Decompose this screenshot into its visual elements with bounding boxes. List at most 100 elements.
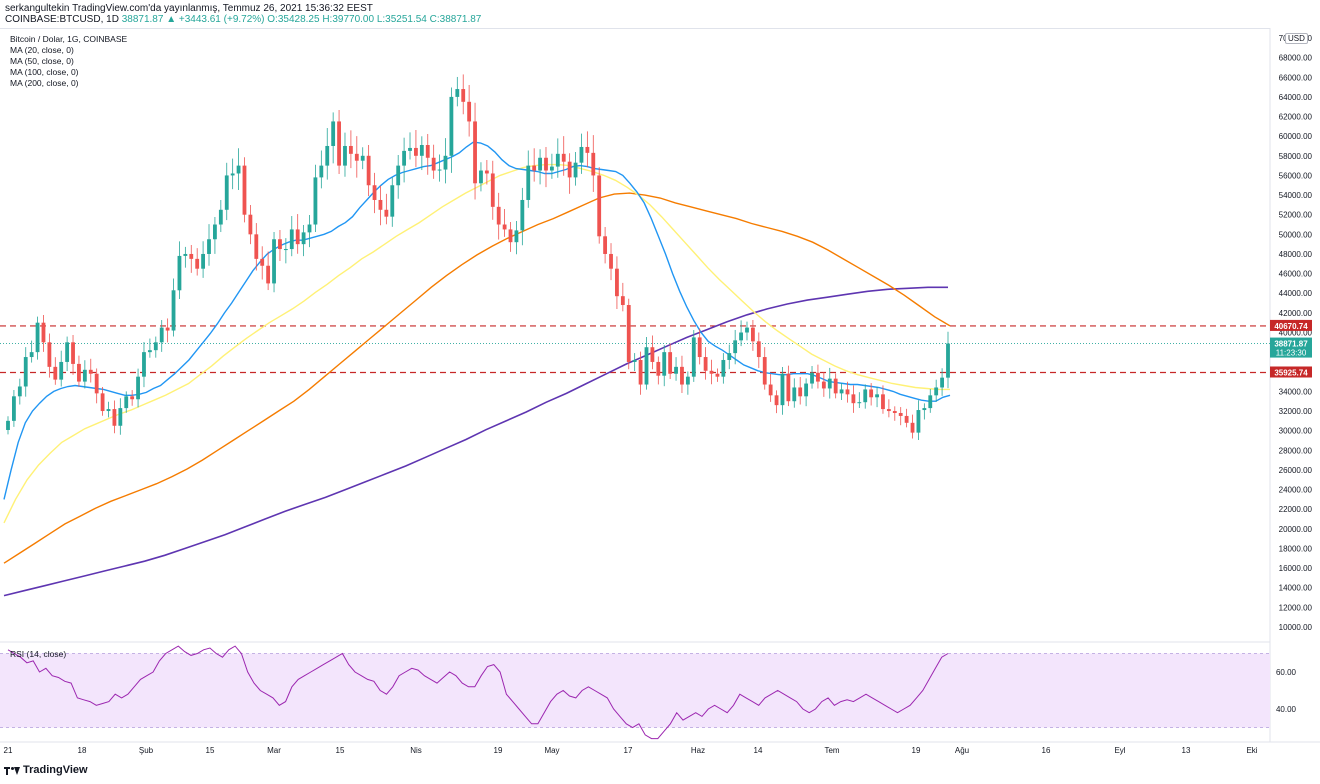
candle-body (798, 387, 803, 397)
x-tick-label: May (544, 746, 559, 755)
candle-body (697, 337, 702, 358)
candle-body (573, 162, 578, 178)
y-tick-label: 50000.00 (1279, 230, 1313, 239)
candle-body (638, 359, 643, 385)
candle-body (331, 121, 336, 146)
candle-body (715, 373, 720, 377)
legend-ma50: MA (50, close, 0) (10, 56, 74, 66)
ma50-line (3, 163, 950, 524)
y-tick-label: 54000.00 (1279, 191, 1313, 200)
price-change: ▲ +3443.61 (+9.72%) (166, 14, 265, 25)
candle-body (579, 146, 584, 163)
candle-body (496, 206, 501, 225)
candle-body (295, 229, 300, 245)
y-tick-label: 16000.00 (1279, 564, 1313, 573)
candle-body (449, 96, 454, 156)
candle-body (366, 155, 371, 186)
candle-body (910, 422, 915, 433)
candle-body (224, 175, 229, 210)
y-tick-label: 32000.00 (1279, 407, 1313, 416)
candle-body (603, 236, 608, 254)
candle-body (940, 377, 944, 388)
candle-body (94, 373, 99, 394)
rsi-tick-label: 60.00 (1276, 668, 1297, 677)
candle-body (484, 170, 489, 174)
candle-body (680, 366, 684, 385)
candle-body (408, 147, 412, 151)
candle-body (343, 145, 347, 166)
candle-body (354, 153, 359, 161)
brand-label: TradingView (23, 764, 88, 776)
candle-body (130, 396, 135, 400)
x-tick-label: Eki (1246, 746, 1257, 755)
x-tick-label: Haz (691, 746, 705, 755)
candle-body (567, 161, 572, 178)
candle-body (112, 409, 117, 426)
candle-body (916, 410, 921, 433)
x-tick-label: 21 (4, 746, 13, 755)
candle-body (857, 402, 862, 404)
candle-body (892, 411, 897, 413)
candle-body (520, 199, 525, 231)
candle-body (142, 352, 146, 377)
candle-body (59, 361, 64, 380)
candle-body (242, 165, 247, 215)
currency-button[interactable]: USD (1285, 33, 1308, 44)
ma100-line (3, 192, 951, 564)
rsi-legend: RSI (14, close) (10, 649, 67, 659)
x-tick-label: 14 (754, 746, 763, 755)
ma200-line (3, 286, 948, 597)
candle-body (77, 363, 81, 382)
y-tick-label: 58000.00 (1279, 152, 1313, 161)
candle-body (272, 239, 276, 284)
candle-body (390, 185, 395, 217)
chart-legend: Bitcoin / Dolar, 1G, COINBASE MA (20, cl… (10, 34, 127, 89)
x-tick-label: 13 (1182, 746, 1191, 755)
candle-body (946, 343, 950, 378)
candle-body (372, 185, 377, 200)
candle-body (845, 389, 850, 395)
candle-body (159, 327, 164, 343)
candle-body (17, 386, 22, 397)
candle-body (431, 157, 436, 171)
symbol: COINBASE:BTCUSD, 1D (5, 14, 119, 25)
candle-body (928, 395, 933, 409)
candle-body (88, 369, 93, 374)
candle-body (898, 412, 903, 416)
candle-body (124, 396, 129, 409)
candle-body (555, 153, 560, 167)
candle-body (526, 165, 531, 200)
candle-body (396, 165, 401, 186)
x-tick-label: 19 (494, 746, 503, 755)
candle-body (632, 359, 637, 362)
candle-body (41, 322, 46, 343)
candle-body (301, 232, 306, 245)
candle-body (248, 214, 253, 235)
candle-body (82, 369, 87, 382)
tradingview-brand[interactable]: TradingView (4, 764, 88, 776)
y-tick-label: 52000.00 (1279, 211, 1313, 220)
candle-body (762, 357, 767, 385)
y-tick-label: 22000.00 (1279, 505, 1313, 514)
candle-body (810, 372, 814, 384)
y-tick-label: 28000.00 (1279, 446, 1313, 455)
candle-body (549, 166, 554, 171)
y-tick-label: 18000.00 (1279, 544, 1313, 553)
candle-body (348, 145, 353, 154)
symbol-ohlc-line: COINBASE:BTCUSD, 1D 38871.87 ▲ +3443.61 … (5, 14, 481, 25)
x-tick-label: Ağu (955, 746, 969, 755)
publish-info: serkangultekin TradingView.com'da yayınl… (5, 3, 373, 14)
rsi-line (7, 645, 949, 740)
candle-body (904, 415, 909, 423)
candle-body (662, 352, 667, 376)
candle-body (35, 322, 40, 353)
x-tick-label: Tem (824, 746, 839, 755)
chart-pane[interactable] (0, 28, 1270, 743)
candle-body (307, 224, 312, 233)
y-tick-label: 12000.00 (1279, 603, 1313, 612)
candle-body (183, 253, 188, 256)
candle-body (319, 165, 324, 178)
candle-body (313, 177, 318, 225)
candle-body (473, 121, 477, 184)
